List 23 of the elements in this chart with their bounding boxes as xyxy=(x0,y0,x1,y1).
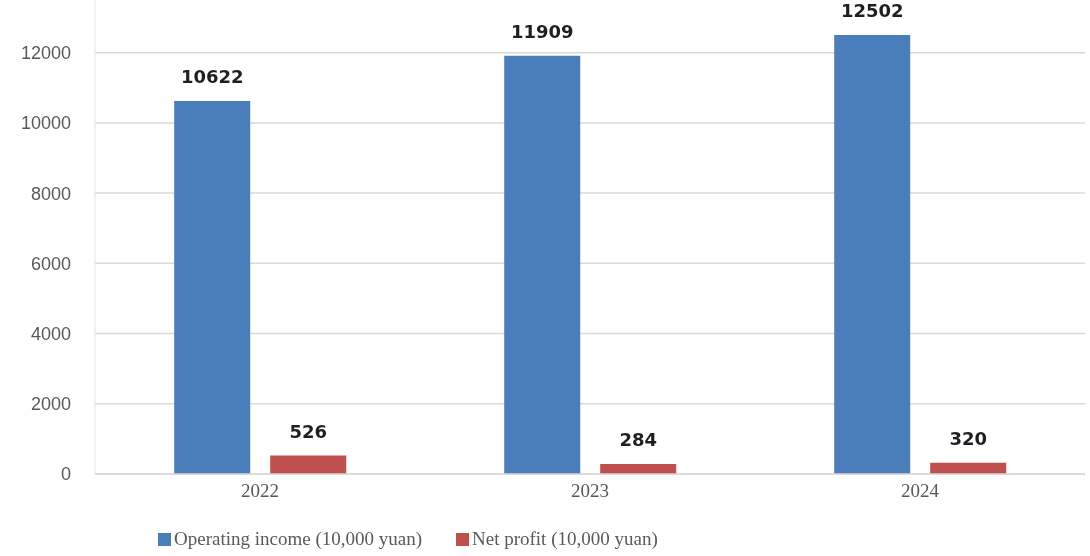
x-tick-label: 2023 xyxy=(571,480,609,502)
y-tick-label: 4000 xyxy=(30,323,71,344)
y-tick-label: 12000 xyxy=(20,43,71,64)
y-tick-label: 2000 xyxy=(30,394,71,415)
bar xyxy=(174,101,251,474)
y-tick-label: 6000 xyxy=(30,253,71,274)
data-label: 320 xyxy=(949,427,987,449)
x-tick-label: 2024 xyxy=(901,480,940,502)
bar xyxy=(834,35,911,474)
bar xyxy=(504,55,581,474)
bar xyxy=(270,455,347,474)
y-tick-label: 0 xyxy=(60,464,71,485)
data-label: 284 xyxy=(619,429,657,451)
y-tick-label: 8000 xyxy=(30,183,71,204)
x-tick-label: 2022 xyxy=(241,480,279,502)
y-tick-label: 10000 xyxy=(20,113,71,134)
legend-label: Operating income (10,000 yuan) xyxy=(174,528,422,550)
legend-label: Net profit (10,000 yuan) xyxy=(471,528,658,550)
data-label: 11909 xyxy=(510,20,574,42)
bar xyxy=(600,464,677,474)
data-label: 10622 xyxy=(180,66,244,88)
data-label: 526 xyxy=(289,420,327,442)
data-label: 12502 xyxy=(840,0,904,22)
